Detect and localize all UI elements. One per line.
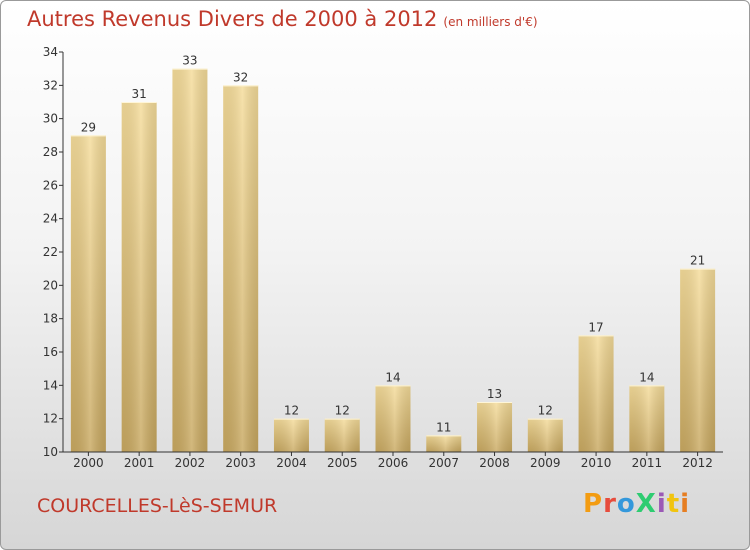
bar-value-label: 12 [335,404,350,418]
bar-value-label: 14 [385,370,400,384]
y-tick-label: 10 [43,445,58,459]
bar-shade [223,85,259,452]
x-tick-label: 2008 [479,456,510,470]
bar-shade [426,435,462,452]
logo-letter: o [616,489,636,519]
y-tick-label: 32 [43,78,58,92]
logo-letter: i [680,489,691,519]
logo-letter: r [603,489,617,519]
chart-title-main: Autres Revenus Divers de 2000 à 2012 [27,7,438,31]
bar-shade [70,135,106,453]
y-tick-label: 28 [43,145,58,159]
bar-value-label: 33 [182,54,197,68]
y-tick-label: 16 [43,345,58,359]
x-tick-label: 2012 [682,456,713,470]
bar-value-label: 12 [284,404,299,418]
x-axis: 2000 2001 2002 2003 2004 2005 2006 2007 2008 2009… [63,451,723,470]
y-tick-label: 12 [43,412,58,426]
y-tick-label: 34 [43,45,58,59]
y-tick-label: 18 [43,312,58,326]
y-tick-label: 30 [43,112,58,126]
bar-shade [477,402,513,452]
bar-shade [273,418,309,452]
bar-value-label: 11 [436,420,451,434]
bars-group: 29 31 33 32 12 12 14 11 13 12 17 14 21 [70,54,716,453]
x-tick-label: 2009 [530,456,561,470]
bar-shade [629,385,665,452]
bar-value-label: 12 [538,404,553,418]
logo-letter: i [656,489,667,519]
y-tick-label: 14 [43,378,58,392]
bar-shade [578,335,614,452]
bar-value-label: 17 [588,320,603,334]
x-tick-label: 2004 [276,456,307,470]
bar-shade [172,68,208,453]
x-tick-label: 2001 [124,456,155,470]
bar-value-label: 32 [233,70,248,84]
logo-letter: t [666,489,681,519]
bar-shade [121,102,157,452]
x-tick-label: 2010 [581,456,612,470]
y-tick-label: 24 [43,212,58,226]
bar-shade [527,418,563,452]
y-tick-label: 20 [43,278,58,292]
logo-letter: P [583,489,604,519]
proxiti-logo: ProXiti [583,489,690,519]
x-tick-label: 2000 [73,456,104,470]
x-tick-label: 2011 [632,456,663,470]
x-tick-label: 2006 [378,456,409,470]
bar-value-label: 31 [132,87,147,101]
x-tick-label: 2007 [428,456,459,470]
x-tick-label: 2002 [175,456,206,470]
y-tick-label: 26 [43,178,58,192]
bar-shade [375,385,411,452]
chart-title: Autres Revenus Divers de 2000 à 2012 (en … [27,7,538,31]
bar-shade [680,268,716,452]
bar-shade [324,418,360,452]
commune-name: COURCELLES-LèS-SEMUR [37,495,278,517]
y-axis: 10 12 14 16 18 20 22 24 26 28 30 32 34 [43,45,64,459]
bar-value-label: 14 [639,370,654,384]
x-tick-label: 2005 [327,456,358,470]
x-tick-label: 2003 [225,456,256,470]
logo-letter: X [635,489,657,519]
bar-value-label: 13 [487,387,502,401]
bar-value-label: 29 [81,120,96,134]
bar-value-label: 21 [690,254,705,268]
y-tick-label: 22 [43,245,58,259]
chart-title-unit: (en milliers d'€) [443,15,538,29]
